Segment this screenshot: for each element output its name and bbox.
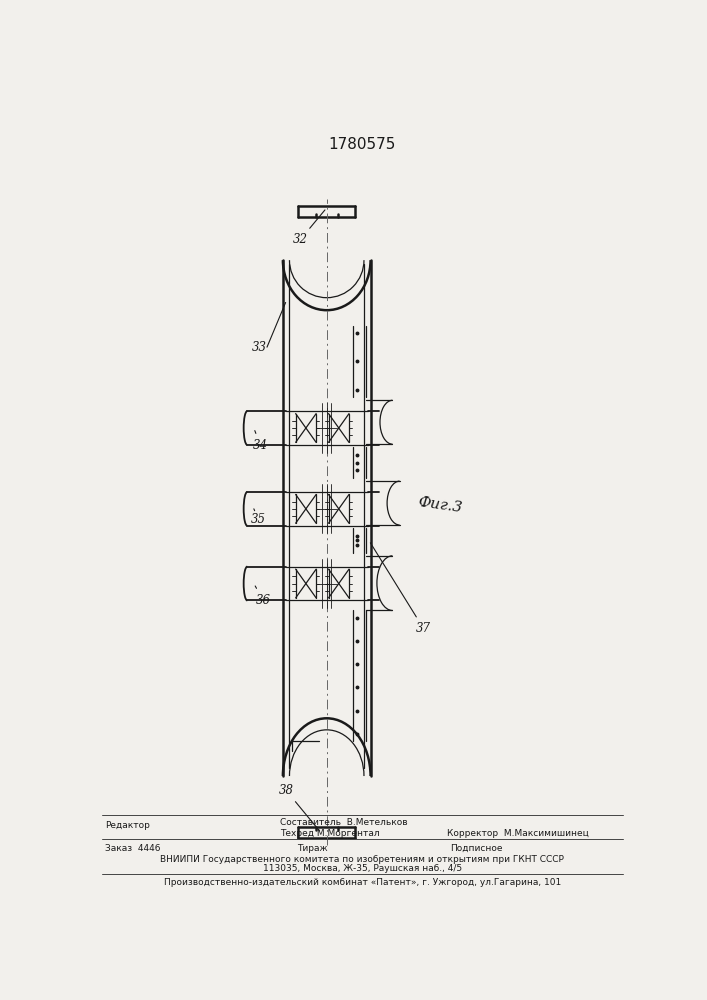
Text: Составитель  В.Метельков: Составитель В.Метельков — [280, 818, 408, 827]
Text: 38: 38 — [279, 784, 320, 831]
Text: 37: 37 — [370, 543, 431, 635]
Text: Фиг.3: Фиг.3 — [417, 496, 464, 516]
Text: 33: 33 — [252, 341, 267, 354]
Text: ВНИИПИ Государственного комитета по изобретениям и открытиям при ГКНТ СССР: ВНИИПИ Государственного комитета по изоб… — [160, 855, 564, 864]
Text: Тираж: Тираж — [297, 844, 327, 853]
Text: 32: 32 — [293, 210, 325, 246]
Text: Корректор  М.Максимишинец: Корректор М.Максимишинец — [448, 829, 589, 838]
Text: 34: 34 — [253, 431, 268, 452]
Text: 1780575: 1780575 — [329, 137, 396, 152]
Text: Техред М.Моргентал: Техред М.Моргентал — [280, 829, 380, 838]
Text: Редактор: Редактор — [105, 821, 150, 830]
Text: 36: 36 — [255, 586, 271, 607]
Text: Производственно-издательский комбинат «Патент», г. Ужгород, ул.Гагарина, 101: Производственно-издательский комбинат «П… — [164, 878, 561, 887]
Text: Заказ  4446: Заказ 4446 — [105, 844, 160, 853]
Text: 113035, Москва, Ж-35, Раушская наб., 4/5: 113035, Москва, Ж-35, Раушская наб., 4/5 — [263, 864, 462, 873]
Text: 35: 35 — [251, 509, 266, 526]
Text: Подписное: Подписное — [450, 844, 503, 853]
